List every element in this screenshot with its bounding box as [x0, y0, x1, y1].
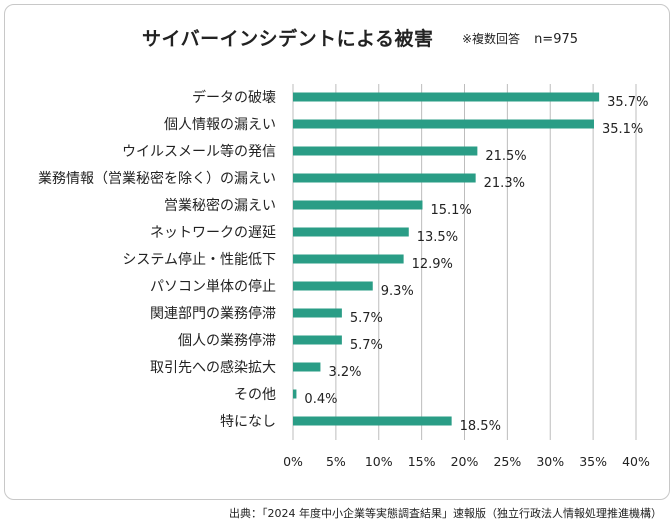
value-label: 35.7%: [607, 95, 648, 110]
value-label: 35.1%: [602, 122, 643, 137]
bars: [293, 92, 600, 426]
category-label: 業務情報（営業秘密を除く）の漏えい: [38, 170, 276, 187]
labels: 0% 5% 10% 15% 20% 25% 30% 35% 40% データの破壊 35.7% 個人情報…: [38, 89, 650, 469]
x-tick-label: 25%: [493, 454, 521, 469]
gridlines: [292, 84, 637, 440]
sample-size: n=975: [534, 32, 579, 47]
category-label: 関連部門の業務停滞: [150, 305, 276, 322]
chart-title: サイバーインシデントによる被害: [142, 28, 434, 50]
bar: [293, 173, 476, 183]
value-label: 5.7%: [350, 311, 383, 326]
bar: [293, 416, 452, 426]
category-label: 特になし: [220, 414, 276, 430]
value-label: 15.1%: [430, 203, 471, 218]
value-label: 18.5%: [460, 419, 501, 434]
category-label: データの破壊: [192, 89, 276, 106]
x-tick-label: 0%: [283, 454, 303, 469]
x-tick-label: 35%: [579, 454, 607, 469]
category-label: ウイルスメール等の発信: [122, 143, 276, 160]
bar: [293, 200, 423, 210]
bar: [293, 146, 478, 156]
value-label: 21.3%: [484, 176, 525, 191]
x-tick-label: 40%: [622, 454, 650, 469]
value-label: 13.5%: [417, 230, 458, 245]
value-label: 9.3%: [381, 284, 414, 299]
x-tick-label: 10%: [365, 454, 393, 469]
value-label: 3.2%: [328, 365, 361, 380]
source-credit: 出典：「2024 年度中小企業等実態調査結果」速報版（独立行政法人情報処理推進機…: [229, 507, 662, 520]
category-label: 営業秘密の漏えい: [164, 197, 276, 214]
value-label: 12.9%: [412, 257, 453, 272]
x-tick-label: 20%: [451, 454, 479, 469]
x-tick-label: 5%: [326, 454, 346, 469]
multiple-answer-note: ※複数回答: [462, 32, 521, 46]
category-label: ネットワークの遅延: [150, 225, 276, 241]
bar: [293, 362, 321, 372]
bar: [293, 389, 297, 399]
bar: [293, 227, 409, 237]
value-label: 0.4%: [304, 392, 337, 407]
value-label: 5.7%: [350, 338, 383, 353]
category-label: その他: [234, 387, 276, 403]
value-label: 21.5%: [485, 149, 526, 164]
category-label: システム停止・性能低下: [122, 251, 276, 268]
bar: [293, 281, 373, 291]
category-label: 取引先への感染拡大: [150, 359, 276, 376]
x-tick-label: 15%: [408, 454, 436, 469]
x-tick-label: 30%: [536, 454, 564, 469]
bar: [293, 92, 600, 102]
chart-note: ※複数回答 n=975: [462, 30, 578, 47]
bar: [293, 335, 342, 345]
bar-chart: 0% 5% 10% 15% 20% 25% 30% 35% 40% データの破壊 35.7% 個人情報…: [38, 84, 650, 469]
category-label: 個人の業務停滞: [178, 332, 276, 349]
bar: [293, 308, 342, 318]
bar: [293, 254, 404, 264]
bar: [293, 119, 594, 129]
category-label: パソコン単体の停止: [150, 278, 276, 295]
category-label: 個人情報の漏えい: [164, 117, 276, 133]
